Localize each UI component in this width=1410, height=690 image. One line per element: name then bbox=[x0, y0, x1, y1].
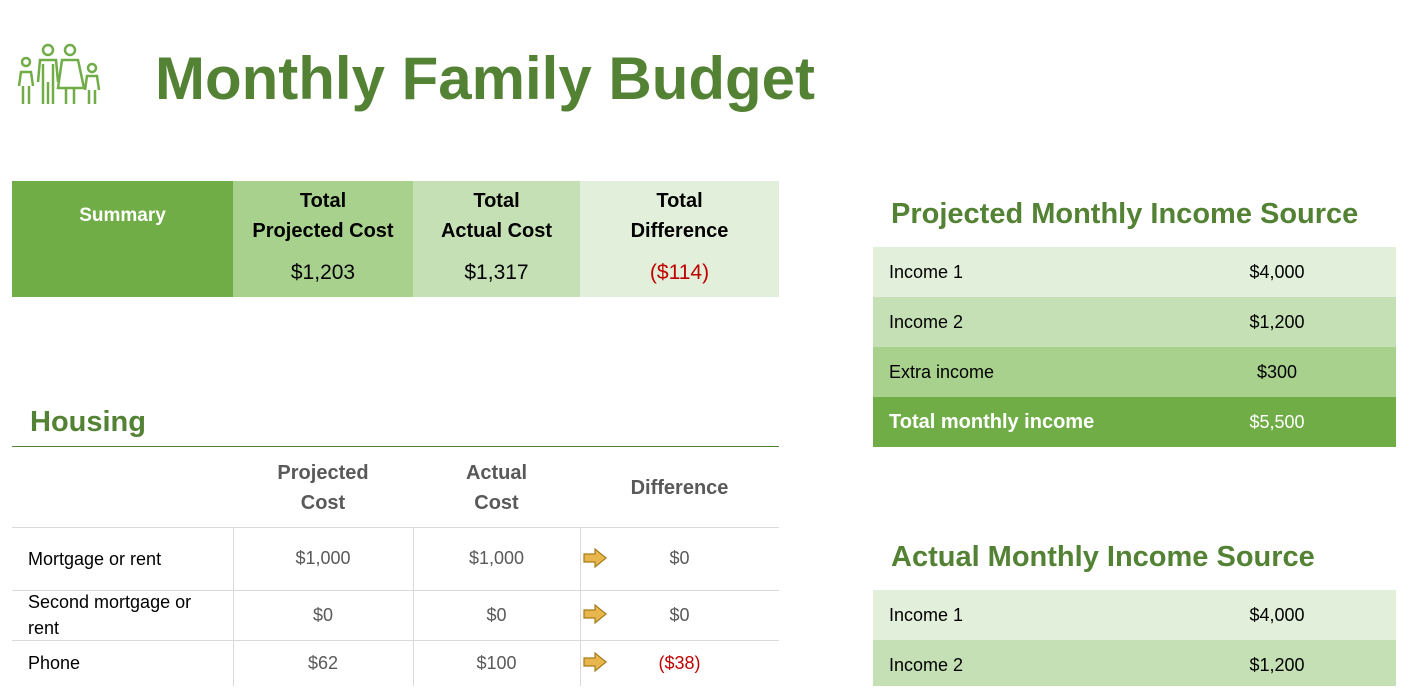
row-label: Second mortgage or rent bbox=[28, 592, 192, 638]
summary-cell bbox=[580, 181, 779, 297]
cell-value: $1,000 bbox=[295, 548, 351, 568]
summary-value: ($114) bbox=[649, 261, 710, 284]
income-row bbox=[873, 347, 1396, 397]
income-label: Extra income bbox=[889, 361, 995, 382]
income-row bbox=[873, 640, 1396, 686]
income-value: $5,500 bbox=[1249, 411, 1305, 432]
income-row bbox=[873, 247, 1396, 297]
cell-value: $100 bbox=[476, 652, 517, 673]
summary-header: Total bbox=[656, 189, 703, 212]
income-label: Income 2 bbox=[889, 654, 964, 675]
income-row bbox=[873, 397, 1396, 447]
cell-value: ($38) bbox=[658, 652, 701, 673]
summary-value: $1,317 bbox=[464, 261, 529, 284]
row-border bbox=[12, 590, 779, 591]
column-header: Actual bbox=[465, 461, 528, 484]
income-value: $4,000 bbox=[1249, 261, 1305, 282]
title: Monthly Family Budget bbox=[155, 45, 815, 112]
income-label: Total monthly income bbox=[889, 410, 1095, 433]
column-border bbox=[580, 640, 581, 686]
column-header: Cost bbox=[474, 491, 519, 514]
cell-value: $0 bbox=[312, 604, 334, 625]
cell-value: $0 bbox=[486, 604, 507, 625]
column-header: Projected bbox=[277, 461, 369, 484]
cell-value: $0 bbox=[669, 548, 690, 568]
row-label: Phone bbox=[28, 653, 81, 673]
income-value: $4,000 bbox=[1249, 604, 1305, 625]
status-arrow bbox=[583, 652, 607, 672]
summary-value: $1,203 bbox=[290, 261, 356, 284]
section-title: Actual Monthly Income Source bbox=[891, 541, 1315, 573]
column-border bbox=[413, 527, 414, 590]
income-value: $1,200 bbox=[1249, 654, 1305, 675]
summary-header: Total bbox=[473, 189, 520, 212]
row-label: Mortgage or rent bbox=[28, 548, 162, 569]
family-icon bbox=[17, 43, 101, 104]
income-row bbox=[873, 590, 1396, 640]
summary-header: Actual Cost bbox=[440, 219, 553, 242]
income-value: $1,200 bbox=[1249, 311, 1305, 332]
column-border bbox=[580, 590, 581, 640]
divider bbox=[12, 446, 779, 447]
column-border bbox=[233, 590, 234, 640]
income-label: Income 1 bbox=[889, 604, 964, 625]
income-label: Income 2 bbox=[889, 311, 964, 332]
status-arrow bbox=[583, 604, 607, 624]
summary-header: Difference bbox=[630, 219, 729, 242]
status-arrow bbox=[583, 547, 607, 568]
column-header: Cost bbox=[300, 491, 346, 514]
section-title: Projected Monthly Income Source bbox=[891, 198, 1359, 230]
column-border bbox=[233, 527, 234, 590]
income-value: $300 bbox=[1256, 361, 1298, 382]
cell-value: $1,000 bbox=[468, 548, 525, 568]
row-border bbox=[12, 527, 779, 528]
summary-header: Projected Cost bbox=[252, 219, 394, 242]
cell-value: $62 bbox=[307, 652, 339, 673]
column-header: Difference bbox=[630, 476, 729, 499]
summary-label: Summary bbox=[12, 181, 233, 297]
summary-cell bbox=[413, 181, 580, 297]
column-border bbox=[413, 590, 414, 640]
summary-cell bbox=[233, 181, 413, 297]
row-border bbox=[12, 640, 779, 641]
cell-value: $0 bbox=[669, 604, 690, 625]
column-border bbox=[413, 640, 414, 686]
summary-header: Total bbox=[299, 189, 347, 212]
income-row bbox=[873, 297, 1396, 347]
column-border bbox=[233, 640, 234, 686]
income-label: Income 1 bbox=[889, 261, 964, 282]
column-border bbox=[580, 527, 581, 590]
section-title: Housing bbox=[30, 406, 146, 438]
